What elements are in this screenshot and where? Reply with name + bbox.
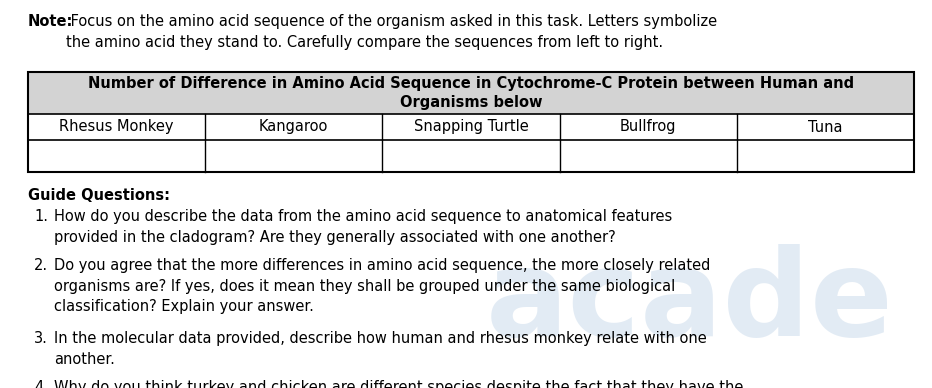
Text: Number of Difference in Amino Acid Sequence in Cytochrome-C Protein between Huma: Number of Difference in Amino Acid Seque…: [88, 76, 854, 110]
Text: Kangaroo: Kangaroo: [259, 120, 328, 135]
Text: 1.: 1.: [34, 209, 48, 224]
Text: Tuna: Tuna: [808, 120, 843, 135]
Bar: [28, 72, 914, 114]
Text: Focus on the amino acid sequence of the organism asked in this task. Letters sym: Focus on the amino acid sequence of the …: [66, 14, 717, 50]
Text: 3.: 3.: [34, 331, 48, 346]
Text: Bullfrog: Bullfrog: [620, 120, 677, 135]
Text: Rhesus Monkey: Rhesus Monkey: [60, 120, 174, 135]
Text: 4.: 4.: [34, 380, 48, 388]
Text: Guide Questions:: Guide Questions:: [28, 188, 170, 203]
Bar: [28, 72, 914, 172]
Text: Do you agree that the more differences in amino acid sequence, the more closely : Do you agree that the more differences i…: [54, 258, 710, 314]
Text: Note:: Note:: [28, 14, 74, 29]
Text: Snapping Turtle: Snapping Turtle: [414, 120, 528, 135]
Text: How do you describe the data from the amino acid sequence to anatomical features: How do you describe the data from the am…: [54, 209, 672, 244]
Text: Why do you think turkey and chicken are different species despite the fact that : Why do you think turkey and chicken are …: [54, 380, 744, 388]
Text: In the molecular data provided, describe how human and rhesus monkey relate with: In the molecular data provided, describe…: [54, 331, 706, 367]
Text: 2.: 2.: [34, 258, 48, 274]
Text: acade: acade: [486, 244, 894, 361]
